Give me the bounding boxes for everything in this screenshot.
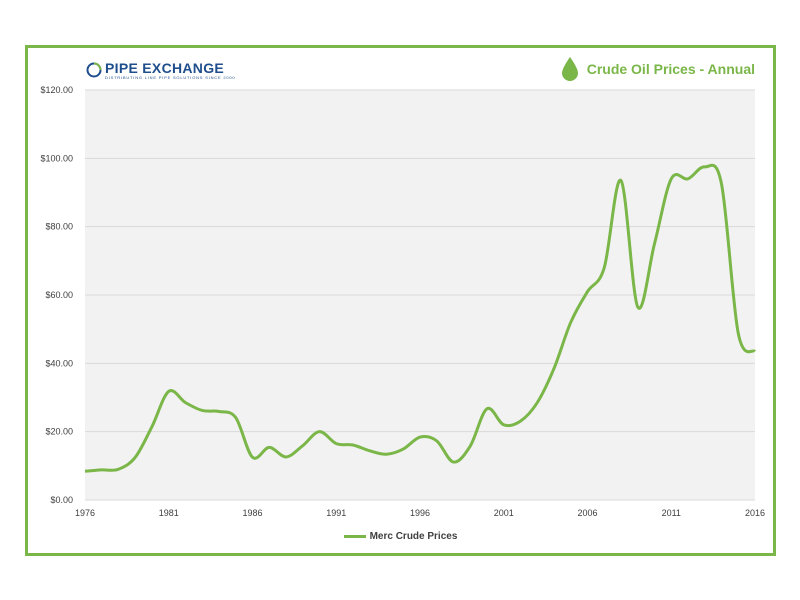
x-tick-label: 2006	[577, 508, 597, 518]
x-tick-label: 2001	[494, 508, 514, 518]
oil-drop-icon	[561, 57, 578, 81]
chart-frame: PIPE EXCHANGE DISTRIBUTING LINE PIPE SOL…	[25, 45, 776, 556]
y-tick-label: $120.00	[40, 85, 73, 95]
x-tick-label: 1976	[75, 508, 95, 518]
brand-name: PIPE EXCHANGE	[105, 59, 225, 76]
x-tick-label: 1991	[326, 508, 346, 518]
x-tick-label: 1996	[410, 508, 430, 518]
legend-swatch	[343, 535, 366, 538]
brand-tagline: DISTRIBUTING LINE PIPE SOLUTIONS SINCE 2…	[105, 74, 236, 80]
y-tick-label: $40.00	[45, 358, 73, 368]
legend-label: Merc Crude Prices	[369, 531, 458, 542]
series-line	[84, 163, 757, 473]
x-tick-label: 2016	[745, 508, 765, 518]
x-tick-label: 1981	[159, 508, 179, 518]
pipe-logo-icon	[86, 62, 102, 78]
y-tick-label: $20.00	[45, 427, 73, 437]
y-tick-label: $60.00	[45, 290, 73, 300]
title-area: Crude Oil Prices - Annual	[561, 56, 755, 82]
pipe-exchange-logo: PIPE EXCHANGE DISTRIBUTING LINE PIPE SOL…	[86, 58, 235, 82]
x-tick-label: 1986	[242, 508, 262, 518]
y-tick-label: $80.00	[45, 222, 73, 232]
line-chart: $0.00 $20.00 $40.00 $60.00 $80.00 $100.00 $120…	[40, 85, 765, 518]
legend: Merc Crude Prices	[28, 531, 773, 542]
x-tick-label: 2011	[662, 508, 681, 518]
y-tick-label: $100.00	[40, 153, 73, 163]
y-tick-label: $0.00	[50, 495, 73, 505]
chart-title: Crude Oil Prices - Annual	[586, 61, 755, 77]
